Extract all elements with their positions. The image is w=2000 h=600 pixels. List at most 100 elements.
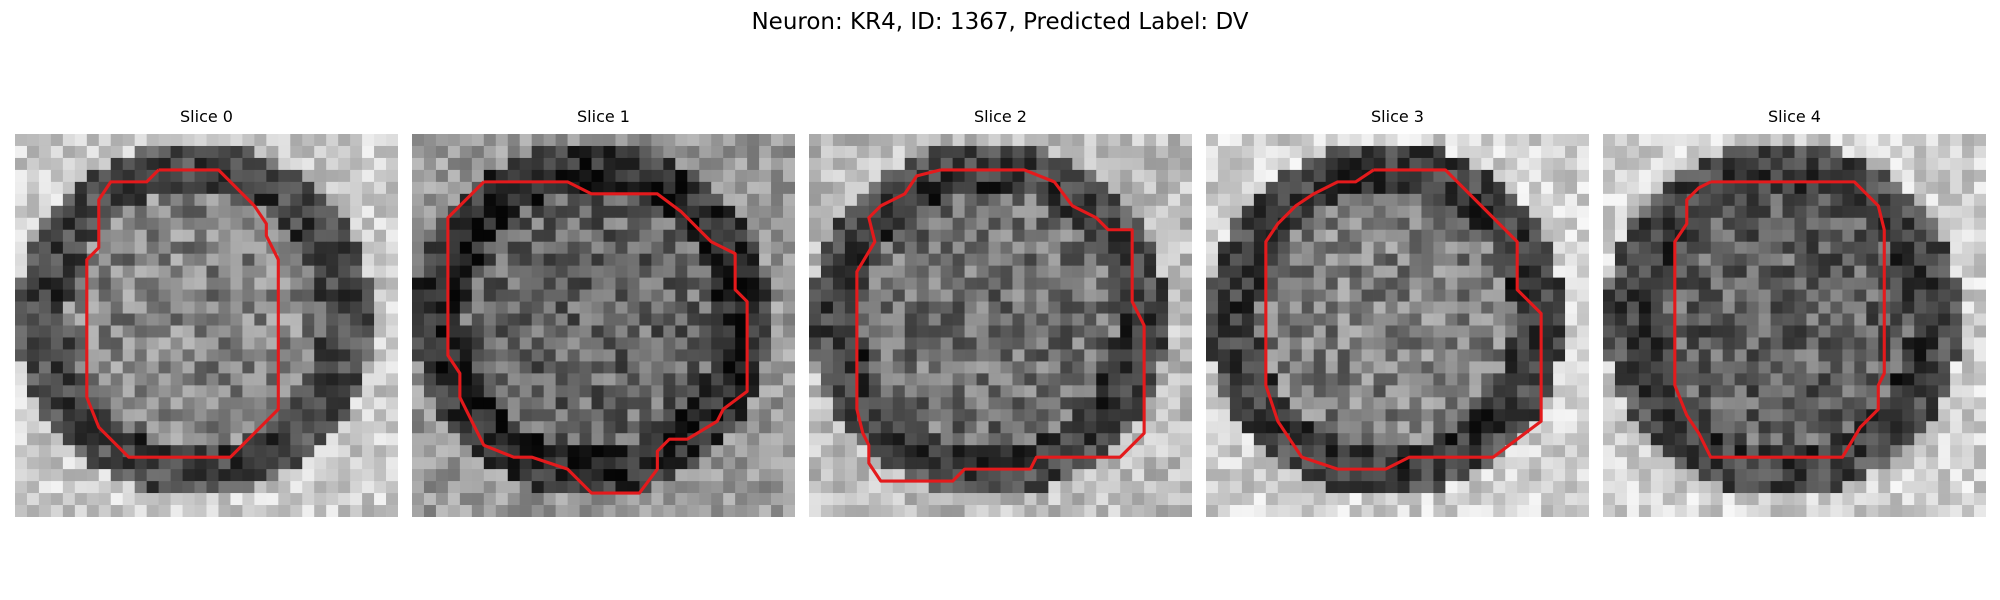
pixel <box>627 301 640 314</box>
pixel <box>206 493 219 506</box>
pixel <box>928 134 942 147</box>
pixel <box>916 193 930 207</box>
pixel <box>495 181 509 195</box>
pixel <box>809 481 822 494</box>
pixel <box>735 397 748 410</box>
pixel <box>1782 349 1795 362</box>
pixel <box>639 421 652 434</box>
pixel <box>651 253 664 267</box>
pixel <box>1577 265 1589 278</box>
pixel <box>170 409 183 422</box>
pixel <box>723 493 736 506</box>
pixel <box>1818 445 1831 458</box>
pixel <box>1409 505 1422 517</box>
pixel <box>302 481 315 494</box>
pixel <box>1650 301 1664 314</box>
pixel <box>1144 217 1157 231</box>
pixel <box>1337 205 1350 219</box>
pixel <box>1553 457 1566 470</box>
pixel <box>1818 349 1831 362</box>
pixel <box>158 421 171 434</box>
pixel <box>1000 157 1013 171</box>
pixel <box>218 313 231 326</box>
pixel <box>62 409 76 422</box>
pixel <box>579 205 592 219</box>
pixel <box>1541 193 1554 207</box>
pixel <box>1337 349 1350 362</box>
pixel <box>507 361 521 374</box>
pixel <box>86 265 100 278</box>
pixel <box>1024 469 1037 482</box>
pixel <box>1974 169 1986 183</box>
pixel <box>1180 493 1192 506</box>
pixel <box>1253 385 1267 398</box>
pixel <box>266 373 279 386</box>
pixel <box>1902 433 1915 446</box>
pixel <box>1541 373 1554 386</box>
pixel <box>1962 253 1975 267</box>
pixel <box>98 277 112 290</box>
pixel <box>218 181 231 195</box>
pixel <box>194 265 207 278</box>
pixel <box>1206 217 1219 231</box>
pixel <box>591 145 604 159</box>
figure-title: Neuron: KR4, ID: 1367, Predicted Label: … <box>751 9 1249 35</box>
pixel <box>1553 253 1566 267</box>
pixel <box>1012 505 1025 517</box>
pixel <box>278 445 291 458</box>
pixel <box>1650 217 1664 231</box>
pixel <box>1517 349 1530 362</box>
pixel <box>1830 193 1843 207</box>
pixel <box>699 277 712 290</box>
pixel <box>507 481 521 494</box>
pixel <box>1662 217 1676 231</box>
pixel <box>26 397 40 410</box>
pixel <box>1662 193 1676 207</box>
pixel <box>110 493 124 506</box>
pixel <box>170 445 183 458</box>
pixel <box>62 481 76 494</box>
pixel <box>1553 313 1566 326</box>
pixel <box>1794 289 1807 302</box>
pixel <box>1577 301 1589 314</box>
pixel <box>1722 289 1736 302</box>
pixel <box>1325 169 1339 183</box>
pixel <box>471 373 485 386</box>
pixel <box>1710 205 1724 219</box>
pixel <box>326 313 339 326</box>
pixel <box>1541 349 1554 362</box>
pixel <box>242 325 255 338</box>
pixel <box>1349 493 1362 506</box>
pixel <box>531 205 545 219</box>
pixel <box>495 397 509 410</box>
pixel <box>266 193 279 207</box>
pixel <box>675 181 688 195</box>
pixel <box>50 445 64 458</box>
pixel <box>122 205 136 219</box>
pixel <box>435 409 449 422</box>
pixel <box>1108 181 1121 195</box>
pixel <box>1950 145 1963 159</box>
pixel <box>50 157 64 171</box>
pixel <box>507 205 521 219</box>
pixel <box>1614 241 1628 255</box>
pixel <box>254 325 267 338</box>
pixel <box>158 193 171 207</box>
pixel <box>1373 229 1386 243</box>
pixel <box>471 277 485 290</box>
pixel <box>615 169 628 183</box>
pixel <box>1878 193 1891 207</box>
pixel <box>1217 229 1231 243</box>
pixel <box>759 169 772 183</box>
pixel <box>1493 157 1506 171</box>
pixel <box>988 409 1001 422</box>
pixel <box>747 445 760 458</box>
pixel <box>74 313 88 326</box>
pixel <box>254 157 267 171</box>
pixel <box>194 493 207 506</box>
pixel <box>1842 169 1855 183</box>
pixel <box>62 373 76 386</box>
pixel <box>519 313 533 326</box>
pixel <box>1421 337 1434 350</box>
pixel <box>832 217 846 231</box>
